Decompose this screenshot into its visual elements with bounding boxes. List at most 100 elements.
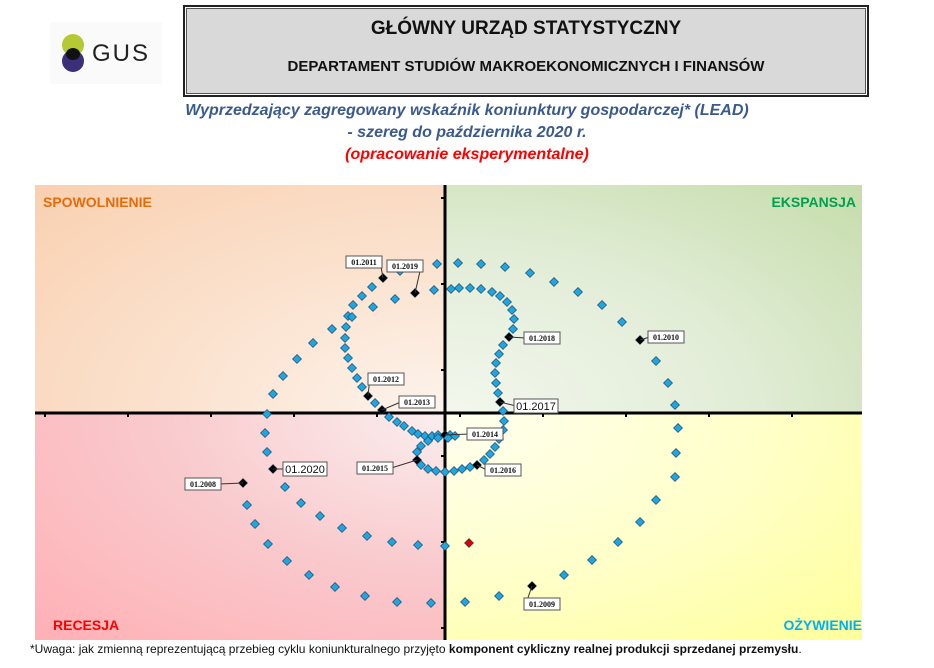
- org-name: GŁÓWNY URZĄD STATYSTYCZNY: [370, 18, 682, 39]
- label-leader-line: [381, 401, 401, 411]
- point-label: 01.2013: [404, 398, 430, 407]
- data-point: [490, 442, 500, 452]
- data-point: [443, 433, 453, 443]
- data-point: [327, 324, 337, 334]
- data-point: [387, 537, 397, 547]
- label-box: [466, 427, 504, 441]
- data-point: [315, 511, 325, 521]
- data-point: [454, 283, 464, 293]
- data-point: [260, 428, 270, 438]
- data-point: [357, 382, 367, 392]
- data-point: [413, 540, 423, 550]
- quadrant-recovery: [445, 413, 862, 640]
- point-label: 01.2015: [362, 464, 388, 473]
- data-point: [340, 333, 350, 343]
- latest-data-point: [464, 538, 474, 548]
- data-point: [370, 398, 380, 408]
- data-point: [416, 460, 426, 470]
- point-label: 01.2009: [529, 600, 555, 609]
- data-point: [423, 464, 433, 474]
- data-point: [494, 349, 504, 359]
- data-point: [460, 597, 470, 607]
- data-point: [250, 519, 260, 529]
- point-label: 01.2012: [373, 375, 399, 384]
- quadrant-label-recession: RECESJA: [53, 617, 120, 633]
- data-point: [399, 421, 409, 431]
- point-label: 01.2017: [516, 401, 556, 413]
- data-point: [262, 409, 272, 419]
- data-point: [663, 378, 673, 388]
- data-point: [426, 598, 436, 608]
- data-point: [491, 358, 501, 368]
- data-point: [494, 591, 504, 601]
- data-point: [296, 498, 306, 508]
- chart-note: (opracowanie eksperymentalne): [345, 146, 589, 163]
- data-point: [282, 556, 292, 566]
- data-point: [347, 363, 357, 373]
- data-point: [278, 371, 288, 381]
- point-label: 01.2019: [392, 262, 418, 271]
- data-point: [671, 448, 681, 458]
- label-box: [184, 477, 222, 491]
- data-point: [635, 517, 645, 527]
- chart-title: Wyprzedzający zagregowany wskaźnik koniu…: [185, 102, 749, 119]
- gus-logo: GUS: [50, 22, 162, 84]
- data-point: [493, 388, 503, 398]
- data-point: [499, 416, 509, 426]
- label-box: [356, 461, 394, 475]
- data-point: [384, 412, 394, 422]
- label-box: [513, 398, 559, 414]
- data-point: [348, 300, 358, 310]
- point-label: 01.2011: [351, 258, 377, 267]
- data-point: [440, 541, 450, 551]
- data-point: [337, 523, 347, 533]
- quadrant-expansion: [445, 185, 862, 413]
- quadrant-label-recovery: OŻYWIENIE: [783, 617, 862, 633]
- data-point: [487, 287, 497, 297]
- data-point: [476, 284, 486, 294]
- data-point: [465, 462, 475, 472]
- data-point: [423, 436, 433, 446]
- footnote-bold: komponent cykliczny realnej produkcji sp…: [448, 642, 799, 656]
- data-point: [390, 294, 400, 304]
- data-point: [446, 284, 456, 294]
- label-box: [367, 372, 405, 386]
- footnote-end: .: [798, 642, 802, 656]
- quadrant-label-slowdown: SPOWOLNIENIE: [43, 194, 152, 210]
- data-point: [357, 291, 367, 301]
- data-point: [651, 356, 661, 366]
- data-point: [304, 570, 314, 580]
- label-box: [647, 330, 685, 344]
- data-point: [368, 302, 378, 312]
- data-point: [292, 354, 302, 364]
- label-leader-line: [508, 336, 526, 339]
- data-point: [352, 373, 362, 383]
- chart-subtitle: - szereg do października 2020 r.: [347, 124, 587, 141]
- data-point: [343, 353, 353, 363]
- data-point: [549, 277, 559, 287]
- data-point: [362, 531, 372, 541]
- point-label: 01.2010: [653, 333, 679, 342]
- data-point: [673, 423, 683, 433]
- data-point: [502, 297, 512, 307]
- data-point: [341, 322, 351, 332]
- data-point: [330, 582, 340, 592]
- point-label: 01.2008: [190, 480, 216, 489]
- data-point: [413, 429, 423, 439]
- point-label: 01.2014: [472, 430, 498, 439]
- data-point: [268, 389, 278, 399]
- label-box: [523, 597, 561, 611]
- data-point: [617, 317, 627, 327]
- data-point: [416, 441, 426, 451]
- data-point: [498, 406, 508, 416]
- point-label: 01.2016: [490, 466, 516, 475]
- data-point: [392, 417, 402, 427]
- data-point: [263, 539, 273, 549]
- label-box: [345, 255, 383, 269]
- data-point: [429, 285, 439, 295]
- data-point: [476, 259, 486, 269]
- data-point: [453, 258, 463, 268]
- data-point: [308, 338, 318, 348]
- data-point: [559, 570, 569, 580]
- data-point: [347, 312, 357, 322]
